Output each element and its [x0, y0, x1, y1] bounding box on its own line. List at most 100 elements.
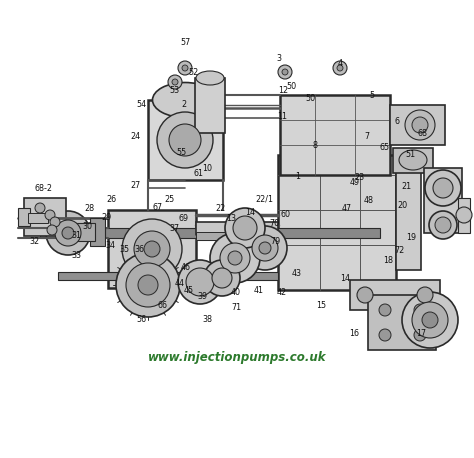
Bar [396, 170, 421, 270]
Text: 14: 14 [245, 208, 255, 218]
Circle shape [425, 170, 461, 206]
Circle shape [379, 329, 391, 341]
Text: 3: 3 [276, 54, 281, 63]
Text: 21: 21 [401, 182, 412, 191]
Circle shape [225, 208, 265, 248]
Text: 14: 14 [340, 274, 350, 283]
Circle shape [210, 233, 260, 283]
Text: 1: 1 [295, 172, 300, 181]
Text: 43: 43 [291, 269, 301, 278]
Text: 22/1: 22/1 [255, 195, 273, 204]
Text: 39: 39 [198, 292, 208, 301]
Text: 16: 16 [349, 329, 360, 338]
Circle shape [186, 268, 214, 296]
Circle shape [422, 312, 438, 328]
Text: 50: 50 [305, 94, 316, 103]
Text: 60: 60 [280, 210, 291, 219]
Text: 69: 69 [179, 214, 189, 224]
Text: 27: 27 [130, 181, 140, 190]
Text: 20: 20 [397, 201, 407, 210]
Circle shape [62, 227, 74, 239]
Text: 4: 4 [338, 59, 343, 68]
Circle shape [50, 217, 60, 227]
Bar [280, 95, 390, 175]
Circle shape [435, 217, 451, 233]
Circle shape [412, 117, 428, 133]
Ellipse shape [196, 71, 224, 85]
Text: 49: 49 [349, 178, 360, 187]
Text: 54: 54 [136, 100, 146, 109]
Text: 79: 79 [271, 237, 281, 246]
Bar [368, 295, 436, 350]
Text: 24: 24 [130, 132, 140, 141]
Text: 25: 25 [164, 195, 175, 204]
Text: 36: 36 [135, 245, 145, 254]
Circle shape [168, 75, 182, 89]
Bar [195, 78, 225, 133]
Text: 30: 30 [82, 222, 93, 231]
Text: 38: 38 [202, 315, 213, 324]
Bar [18, 208, 30, 226]
Text: 42: 42 [277, 288, 287, 297]
Text: 48: 48 [364, 196, 374, 205]
Text: 5: 5 [370, 91, 374, 100]
Text: 55: 55 [176, 147, 186, 157]
Text: 72: 72 [394, 246, 404, 256]
Text: 61: 61 [193, 169, 203, 178]
Circle shape [55, 220, 81, 246]
Circle shape [178, 61, 192, 75]
Circle shape [172, 79, 178, 85]
Circle shape [46, 211, 90, 255]
Circle shape [252, 235, 278, 261]
Text: 15: 15 [316, 301, 327, 311]
Circle shape [182, 65, 188, 71]
Text: 68-2: 68-2 [35, 184, 53, 193]
Text: 37: 37 [169, 224, 180, 233]
Text: 70: 70 [269, 219, 279, 228]
Circle shape [414, 304, 426, 316]
Text: 23: 23 [354, 173, 365, 182]
Text: 8: 8 [313, 141, 318, 150]
Bar [148, 100, 223, 180]
Circle shape [405, 110, 435, 140]
Circle shape [122, 219, 182, 279]
Text: 68: 68 [418, 129, 428, 138]
Text: 2: 2 [182, 100, 186, 109]
Bar [90, 218, 105, 246]
Circle shape [134, 231, 170, 267]
Text: 35: 35 [119, 245, 129, 254]
Text: 56: 56 [136, 315, 146, 324]
Text: 12: 12 [278, 86, 289, 95]
Text: 66: 66 [157, 301, 167, 311]
Circle shape [379, 304, 391, 316]
Circle shape [259, 242, 271, 254]
Bar [458, 198, 470, 233]
Text: 44: 44 [174, 278, 184, 288]
Text: 6: 6 [395, 117, 400, 126]
Circle shape [47, 225, 57, 235]
Text: 18: 18 [383, 256, 393, 265]
Text: 51: 51 [405, 150, 415, 159]
Bar [108, 210, 196, 288]
Circle shape [116, 253, 180, 317]
Text: 40: 40 [231, 288, 241, 297]
Bar [58, 272, 278, 280]
Text: 29: 29 [101, 213, 112, 222]
Circle shape [414, 329, 426, 341]
Circle shape [138, 275, 158, 295]
Circle shape [333, 61, 347, 75]
Text: 50: 50 [286, 82, 297, 91]
Bar [424, 168, 462, 233]
Text: 32: 32 [29, 237, 39, 246]
Text: 28: 28 [84, 204, 94, 213]
Bar [350, 280, 440, 310]
Text: 11: 11 [277, 112, 287, 121]
Text: 67: 67 [152, 202, 163, 212]
Bar [40, 228, 380, 238]
Ellipse shape [399, 150, 427, 170]
Text: 52: 52 [188, 68, 199, 77]
Bar [390, 105, 445, 145]
Text: 45: 45 [183, 286, 194, 295]
Circle shape [144, 241, 160, 257]
Circle shape [233, 216, 257, 240]
